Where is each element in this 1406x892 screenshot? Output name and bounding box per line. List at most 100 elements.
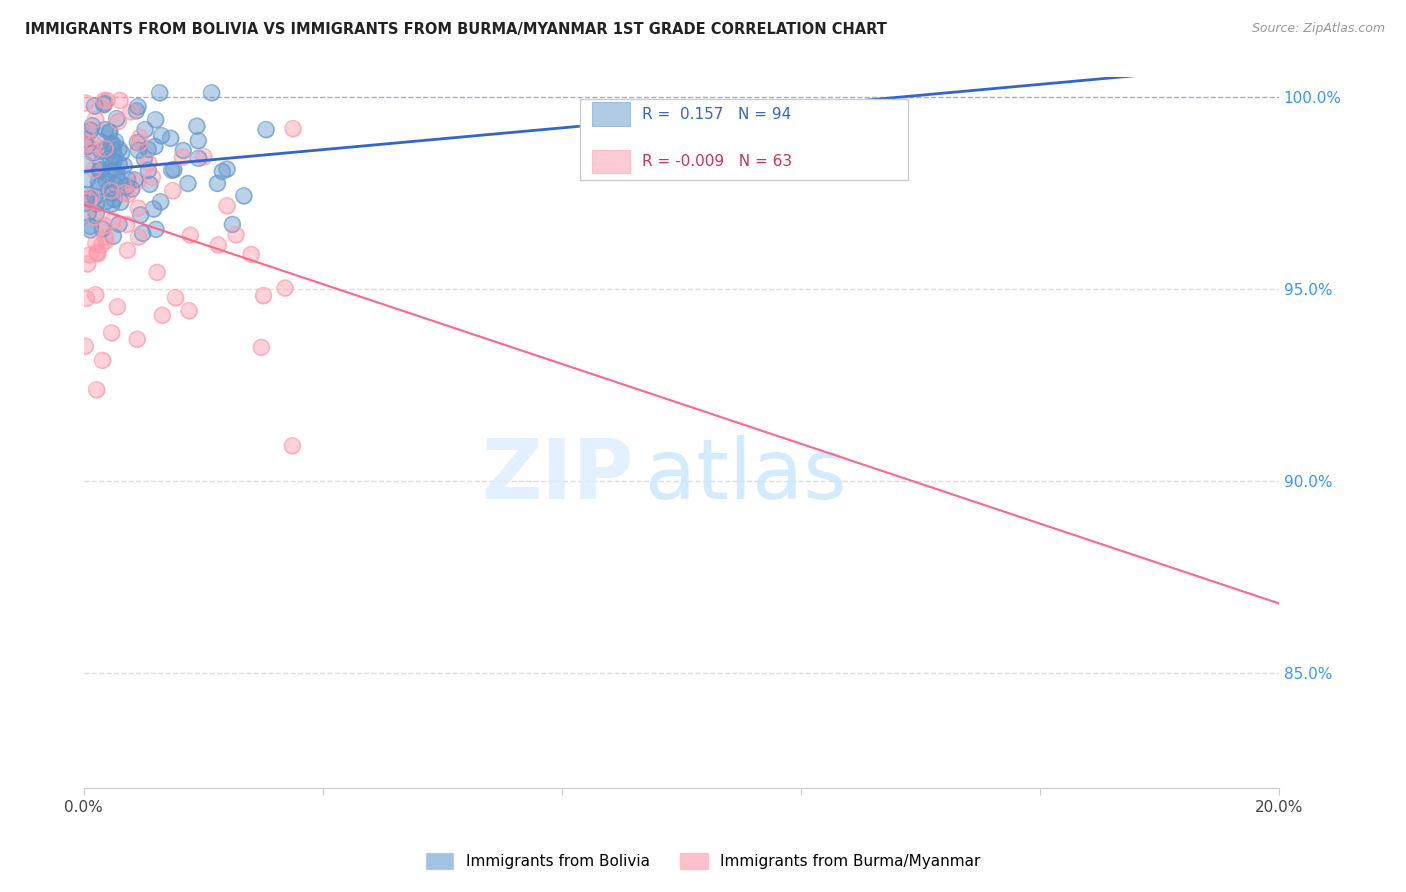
Point xyxy=(162,184,184,198)
Point xyxy=(100,326,122,340)
Point xyxy=(149,86,172,100)
Point xyxy=(77,194,100,208)
Point xyxy=(129,208,152,222)
Point xyxy=(120,104,142,119)
Point xyxy=(93,94,115,108)
Point xyxy=(80,190,103,204)
Point xyxy=(134,122,156,136)
Text: atlas: atlas xyxy=(645,434,848,516)
Point xyxy=(75,132,97,146)
Point xyxy=(112,159,135,173)
Point xyxy=(274,281,297,295)
Point xyxy=(91,353,114,368)
Point xyxy=(75,339,97,353)
Point xyxy=(84,196,107,211)
Point xyxy=(94,230,117,244)
Point xyxy=(82,145,104,159)
Point xyxy=(75,292,97,306)
Point xyxy=(87,246,110,260)
Point xyxy=(103,193,125,207)
Point xyxy=(103,229,125,244)
Point xyxy=(100,184,122,198)
Point xyxy=(187,152,209,166)
Point xyxy=(93,97,115,112)
Point xyxy=(75,132,97,146)
Point xyxy=(117,172,139,186)
Point xyxy=(225,227,247,242)
Point xyxy=(138,163,160,178)
Point xyxy=(76,187,98,202)
Point xyxy=(104,178,127,193)
Point xyxy=(172,150,194,164)
Point xyxy=(138,155,160,169)
Point xyxy=(127,201,149,215)
Point xyxy=(104,150,127,164)
Point xyxy=(125,103,148,118)
Point xyxy=(177,303,200,318)
Point xyxy=(84,112,107,127)
Point xyxy=(90,162,112,177)
Point xyxy=(75,124,97,138)
Point xyxy=(103,155,125,169)
Point xyxy=(101,143,124,157)
Point xyxy=(193,150,215,164)
Point xyxy=(83,99,105,113)
Point xyxy=(145,112,167,127)
Point xyxy=(87,175,110,189)
Point xyxy=(136,142,159,156)
Point xyxy=(94,173,117,187)
Point xyxy=(82,119,104,133)
Point xyxy=(127,136,149,150)
Point xyxy=(79,223,101,237)
Point xyxy=(101,137,124,152)
Point xyxy=(121,182,143,196)
Point xyxy=(149,194,172,209)
Point xyxy=(104,135,127,149)
Point xyxy=(115,218,138,232)
Point xyxy=(139,178,162,192)
Point xyxy=(91,222,114,236)
Point xyxy=(128,144,150,158)
Point xyxy=(250,340,273,354)
Point xyxy=(150,128,173,143)
Point xyxy=(84,189,107,203)
Point xyxy=(117,244,139,258)
Point xyxy=(76,172,98,186)
Point xyxy=(93,94,115,108)
Point xyxy=(134,152,156,166)
Point xyxy=(127,201,149,215)
Point xyxy=(127,332,149,346)
Point xyxy=(94,234,117,248)
Point xyxy=(100,136,122,151)
Point xyxy=(76,139,98,153)
Point xyxy=(165,291,187,305)
Point xyxy=(120,104,142,119)
Point xyxy=(75,196,97,211)
Point xyxy=(101,186,124,200)
Point xyxy=(104,178,127,193)
Point xyxy=(115,218,138,232)
Point xyxy=(76,257,98,271)
Point xyxy=(150,308,173,322)
Point xyxy=(79,248,101,262)
Point xyxy=(94,230,117,244)
Point xyxy=(94,122,117,136)
Point xyxy=(187,152,209,166)
Point xyxy=(83,211,105,225)
Point xyxy=(281,121,304,136)
Point xyxy=(83,136,105,151)
Point xyxy=(98,125,121,139)
Point xyxy=(121,182,143,196)
Point xyxy=(96,94,118,108)
Point xyxy=(84,287,107,301)
Point xyxy=(108,94,131,108)
Point xyxy=(143,139,166,153)
Point xyxy=(98,182,121,196)
Point xyxy=(172,144,194,158)
Point xyxy=(281,439,304,453)
Point xyxy=(76,187,98,202)
Point xyxy=(134,122,156,136)
Text: Source: ZipAtlas.com: Source: ZipAtlas.com xyxy=(1251,22,1385,36)
Point xyxy=(94,122,117,136)
Point xyxy=(141,170,163,185)
